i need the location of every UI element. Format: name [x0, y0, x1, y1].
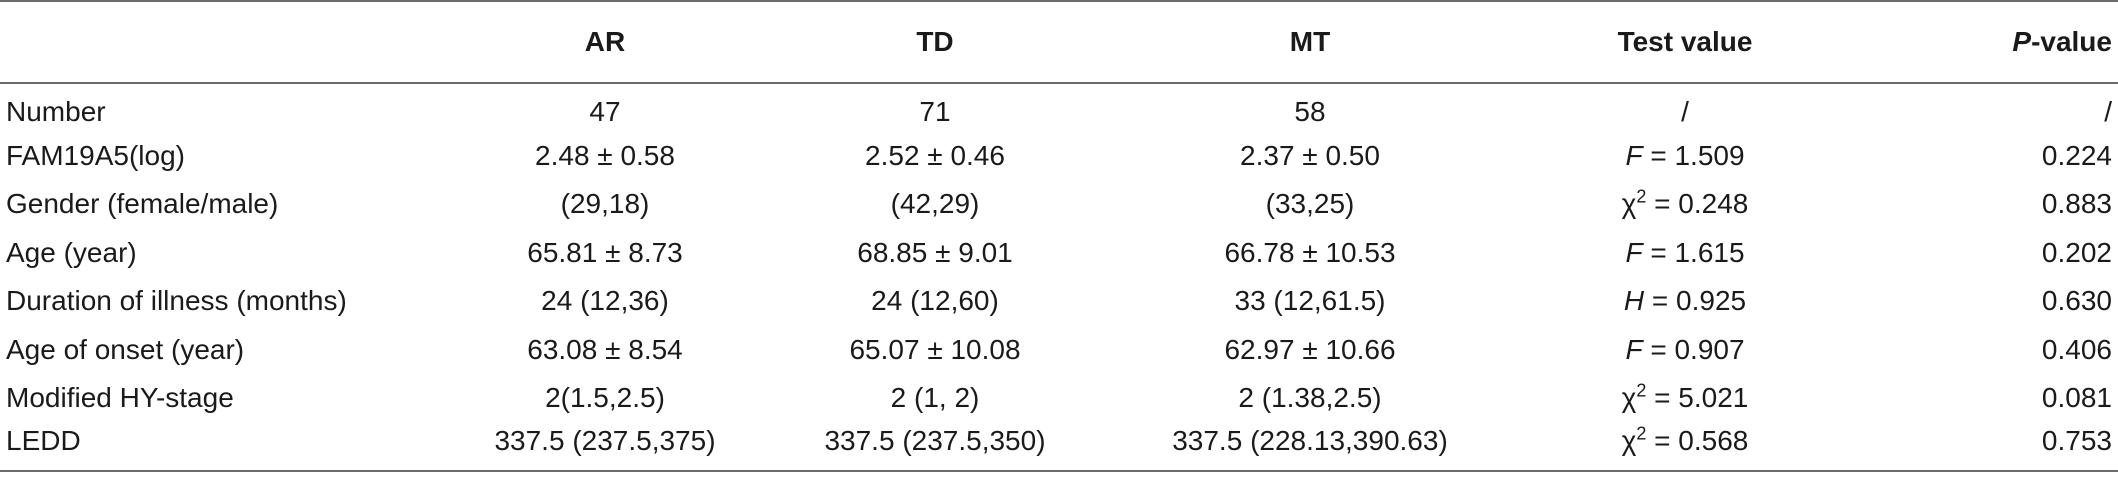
- cell-ar: 2.48 ± 0.58: [535, 139, 675, 171]
- cell-ar: (29,18): [560, 188, 650, 220]
- cell-p-value: 0.753: [2041, 425, 2112, 457]
- test-symbol-italic: F: [1625, 236, 1643, 268]
- cell-mt: 58: [1294, 95, 1326, 127]
- cell-mt: 33 (12,61.5): [1234, 285, 1386, 317]
- row-label: FAM19A5(log): [6, 139, 185, 171]
- data-table: AR TD MT Test value P-value Number 47 71 58…: [0, 1, 2118, 472]
- cell-mt: 62.97 ± 10.66: [1224, 333, 1396, 365]
- row-label: Modified HY-stage: [6, 382, 234, 414]
- cell-ar: 47: [589, 95, 621, 127]
- column-header-mt: MT: [1289, 26, 1331, 57]
- table-row: Gender (female/male) (29,18) (42,29) (33,25…: [0, 180, 2118, 229]
- table-row: Age (year) 65.81 ± 8.73 68.85 ± 9.01 66.78 …: [0, 229, 2118, 278]
- table-row: Age of onset (year) 63.08 ± 8.54 65.07 ± 1…: [0, 326, 2118, 375]
- test-superscript: 2: [1636, 380, 1647, 401]
- test-statistic: = 0.925: [1644, 285, 1747, 317]
- cell-td: 2.52 ± 0.46: [865, 139, 1005, 171]
- cell-p-value: 0.202: [2041, 236, 2112, 268]
- table-row: Duration of illness (months) 24 (12,36) 24…: [0, 277, 2118, 326]
- cell-p-value: /: [2104, 95, 2112, 127]
- test-symbol-italic: F: [1625, 139, 1643, 171]
- row-label: Age (year): [6, 236, 137, 268]
- cell-mt: 337.5 (228.13,390.63): [1172, 425, 1448, 457]
- cell-ar: 65.81 ± 8.73: [527, 236, 683, 268]
- cell-td: (42,29): [890, 188, 980, 220]
- test-symbol-chi: χ: [1621, 382, 1637, 414]
- test-statistic: = 1.509: [1642, 139, 1745, 171]
- table-row: LEDD 337.5 (237.5,375) 337.5 (237.5,350) 33…: [0, 423, 2118, 472]
- row-label: Duration of illness (months): [6, 285, 347, 317]
- cell-p-value: 0.224: [2041, 139, 2112, 171]
- cell-td: 71: [919, 95, 951, 127]
- table-row: Modified HY-stage 2(1.5,2.5) 2 (1, 2) 2 (1.…: [0, 374, 2118, 423]
- cell-mt: 2.37 ± 0.50: [1240, 139, 1380, 171]
- cell-td: 2 (1, 2): [890, 382, 980, 414]
- test-statistic: /: [1681, 95, 1689, 127]
- test-statistic: = 0.248: [1646, 188, 1749, 220]
- cell-ar: 24 (12,36): [541, 285, 669, 317]
- test-symbol-italic: H: [1623, 285, 1645, 317]
- column-header-ar: AR: [584, 26, 626, 57]
- column-header-p-value: P-value: [2012, 26, 2112, 57]
- row-label: Age of onset (year): [6, 333, 245, 365]
- column-header-td: TD: [916, 26, 954, 57]
- test-symbol-chi: χ: [1621, 425, 1637, 457]
- test-symbol-chi: χ: [1621, 188, 1637, 220]
- test-statistic: = 0.907: [1642, 333, 1745, 365]
- cell-p-value: 0.883: [2041, 188, 2112, 220]
- cell-test-value: H = 0.925: [1520, 277, 1850, 326]
- row-label: Number: [6, 95, 106, 127]
- column-header-test-value: Test value: [1617, 26, 1753, 57]
- test-symbol-italic: F: [1625, 333, 1643, 365]
- cell-mt: 66.78 ± 10.53: [1224, 236, 1396, 268]
- cell-ar: 337.5 (237.5,375): [494, 425, 716, 457]
- cell-td: 337.5 (237.5,350): [824, 425, 1046, 457]
- table-row: FAM19A5(log) 2.48 ± 0.58 2.52 ± 0.46 2.37 ±…: [0, 132, 2118, 181]
- test-statistic: = 0.568: [1646, 425, 1749, 457]
- cell-test-value: χ2 = 5.021: [1520, 374, 1850, 423]
- cell-test-value: χ2 = 0.568: [1520, 423, 1850, 472]
- cell-ar: 63.08 ± 8.54: [527, 333, 683, 365]
- row-label: Gender (female/male): [6, 188, 279, 220]
- cell-p-value: 0.081: [2041, 382, 2112, 414]
- row-label: LEDD: [6, 425, 81, 457]
- test-statistic: = 1.615: [1642, 236, 1745, 268]
- cell-test-value: /: [1520, 83, 1850, 132]
- cell-mt: (33,25): [1265, 188, 1355, 220]
- cell-td: 24 (12,60): [871, 285, 999, 317]
- cell-td: 65.07 ± 10.08: [849, 333, 1021, 365]
- cell-test-value: F = 1.509: [1520, 132, 1850, 181]
- header-row: AR TD MT Test value P-value: [0, 1, 2118, 83]
- cell-mt: 2 (1.38,2.5): [1238, 382, 1382, 414]
- test-superscript: 2: [1636, 186, 1647, 207]
- cell-p-value: 0.630: [2041, 285, 2112, 317]
- cell-p-value: 0.406: [2041, 333, 2112, 365]
- cell-ar: 2(1.5,2.5): [545, 382, 665, 414]
- column-header-blank: [0, 1, 440, 83]
- cell-td: 68.85 ± 9.01: [857, 236, 1013, 268]
- test-statistic: = 5.021: [1646, 382, 1749, 414]
- cell-test-value: χ2 = 0.248: [1520, 180, 1850, 229]
- cell-test-value: F = 0.907: [1520, 326, 1850, 375]
- cell-test-value: F = 1.615: [1520, 229, 1850, 278]
- test-superscript: 2: [1636, 423, 1647, 444]
- table-row: Number 47 71 58 / /: [0, 83, 2118, 132]
